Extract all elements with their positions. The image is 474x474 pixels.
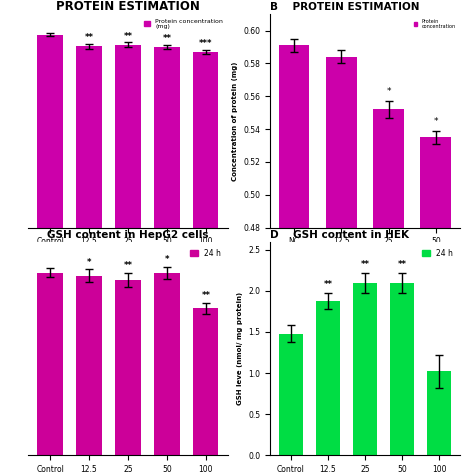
X-axis label: Concentration of QDs (µg/ml): Concentration of QDs (µg/ml) — [64, 252, 191, 261]
Text: B    PROTEIN ESTIMATION: B PROTEIN ESTIMATION — [270, 2, 419, 12]
Bar — [37, 273, 63, 455]
Title: PROTEIN ESTIMATION: PROTEIN ESTIMATION — [56, 0, 200, 13]
Bar — [279, 334, 303, 455]
Bar — [37, 35, 63, 228]
Text: **: ** — [323, 280, 332, 289]
Text: **: ** — [201, 292, 210, 301]
Text: D    GSH content in HEK: D GSH content in HEK — [270, 229, 409, 239]
Text: **: ** — [361, 260, 369, 269]
Bar — [115, 45, 141, 228]
X-axis label: Concentration of QDs (µg/ml): Concentration of QDs (µg/ml) — [301, 252, 428, 261]
Bar — [316, 301, 340, 455]
Bar — [373, 109, 404, 474]
Title: GSH content in HepG2 cells: GSH content in HepG2 cells — [47, 229, 209, 239]
Text: *: * — [434, 117, 438, 126]
Text: **: ** — [398, 260, 407, 269]
Bar — [154, 47, 180, 228]
Bar — [193, 52, 219, 228]
Bar — [390, 283, 414, 455]
Legend: Protein concentration
(mg): Protein concentration (mg) — [143, 18, 224, 31]
Y-axis label: Concentration of protein (mg): Concentration of protein (mg) — [232, 61, 238, 181]
Text: *: * — [164, 255, 169, 264]
Text: **: ** — [124, 32, 132, 41]
Y-axis label: GSH leve (nmol/ mg protein): GSH leve (nmol/ mg protein) — [237, 292, 243, 405]
Bar — [420, 137, 451, 474]
Bar — [326, 57, 357, 474]
Text: *: * — [87, 258, 91, 267]
Bar — [115, 280, 141, 455]
Text: **: ** — [84, 33, 93, 42]
Bar — [279, 46, 310, 474]
Bar — [154, 273, 180, 455]
Text: *: * — [386, 87, 391, 96]
Text: **: ** — [124, 261, 132, 270]
Bar — [427, 371, 451, 455]
Legend: 24 h: 24 h — [187, 246, 224, 261]
Bar — [76, 275, 102, 455]
Legend: Protein
concentration: Protein concentration — [411, 17, 457, 31]
Legend: 24 h: 24 h — [419, 246, 456, 261]
Bar — [76, 46, 102, 228]
Text: ***: *** — [199, 39, 212, 48]
Bar — [193, 309, 219, 455]
Bar — [353, 283, 377, 455]
Text: **: ** — [163, 34, 172, 43]
